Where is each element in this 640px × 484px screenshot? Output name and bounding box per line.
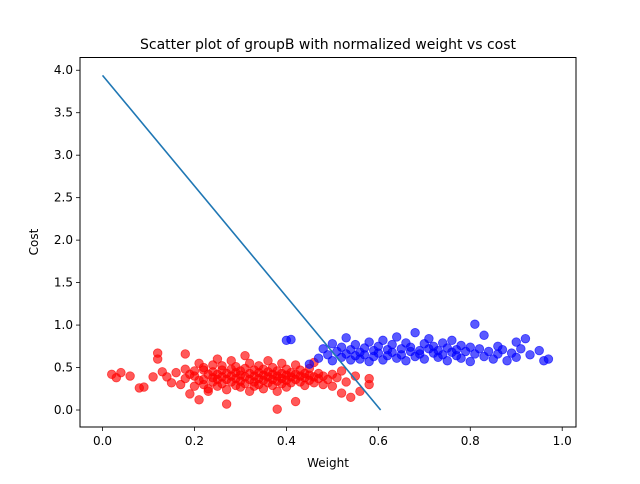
data-point-series-2-2: [286, 334, 296, 345]
data-point-series-1-131: [341, 377, 351, 387]
x-tick-label-3: 0.6: [369, 434, 388, 448]
data-point-series-2-47: [419, 354, 430, 364]
data-point-series-1-29: [198, 362, 209, 373]
data-point-series-1-44: [217, 361, 227, 371]
points-layer: [107, 319, 554, 414]
x-axis: 0.0 0.2 0.4 0.6 0.8 1.0: [93, 427, 572, 448]
data-point-series-1-12: [166, 378, 177, 388]
data-point-series-2-86: [543, 354, 554, 364]
data-point-series-1-129: [336, 388, 347, 398]
data-point-series-2-81: [516, 344, 526, 354]
data-point-series-1-107: [290, 396, 301, 407]
data-point-series-2-68: [470, 319, 480, 329]
data-point-series-2-82: [520, 333, 531, 344]
data-point-series-2-80: [511, 352, 521, 363]
data-point-series-2-22: [364, 337, 374, 347]
y-tick-label-0: 0.0: [54, 403, 73, 417]
data-point-series-1-127: [327, 381, 338, 391]
data-point-series-2-41: [405, 342, 416, 352]
data-point-series-1-13: [171, 367, 181, 378]
data-point-series-1-39: [212, 354, 223, 364]
data-point-series-1-18: [185, 389, 195, 399]
data-point-series-1-68: [244, 358, 255, 368]
data-point-series-2-65: [465, 342, 475, 352]
y-tick-label-4: 2.0: [54, 233, 73, 247]
data-point-series-2-49: [424, 333, 434, 344]
data-point-series-1-93: [272, 386, 282, 397]
data-point-series-2-83: [525, 350, 535, 360]
data-point-series-2-43: [410, 328, 420, 338]
data-point-series-2-76: [497, 345, 508, 355]
data-point-series-2-29: [378, 335, 388, 346]
data-point-series-1-130: [336, 366, 347, 376]
line-layer: [101, 74, 382, 411]
y-tick-label-6: 3.0: [54, 148, 73, 162]
x-tick-label-1: 0.2: [185, 434, 204, 448]
data-point-series-1-4: [125, 371, 135, 381]
data-point-series-1-48: [221, 399, 232, 409]
chart-title: Scatter plot of groupB with normalized w…: [140, 37, 517, 53]
data-point-series-2-27: [373, 348, 384, 358]
data-point-series-1-92: [272, 404, 282, 414]
data-point-series-2-21: [359, 350, 370, 360]
data-point-series-1-128: [332, 373, 342, 383]
data-point-series-2-57: [442, 356, 452, 366]
data-point-series-2-72: [483, 346, 494, 357]
decision-line: [101, 74, 382, 411]
data-point-series-2-7: [327, 356, 338, 366]
data-point-series-1-136: [364, 379, 374, 390]
data-point-series-1-132: [346, 392, 356, 402]
y-tick-label-8: 4.0: [54, 63, 73, 77]
data-point-series-2-69: [474, 344, 485, 354]
y-axis: 0.0 0.5 1.0 1.5 2.0 2.5 3.0 3.5 4.0: [54, 63, 80, 417]
y-tick-label-3: 1.5: [54, 276, 73, 290]
x-tick-label-5: 1.0: [553, 434, 572, 448]
plot-frame: [79, 57, 577, 428]
data-point-series-2-3: [304, 359, 315, 369]
data-point-series-1-7: [148, 372, 158, 382]
data-point-series-1-32: [203, 386, 213, 397]
data-point-series-2-8: [327, 339, 338, 349]
data-point-series-2-35: [392, 332, 402, 342]
y-tick-label-1: 0.5: [54, 361, 73, 375]
y-axis-label: Cost: [27, 228, 41, 255]
data-point-series-1-17: [180, 349, 190, 359]
data-point-series-2-66: [465, 356, 475, 367]
data-point-series-1-3: [116, 367, 126, 378]
data-point-series-2-79: [511, 337, 521, 347]
data-point-series-2-39: [401, 356, 411, 366]
y-tick-label-7: 3.5: [54, 106, 73, 120]
data-point-series-1-45: [221, 384, 232, 395]
x-tick-label-0: 0.0: [93, 434, 112, 448]
x-axis-label: Weight: [307, 456, 349, 470]
data-point-series-2-77: [502, 356, 512, 366]
data-point-series-2-11: [336, 342, 347, 352]
data-point-series-2-4: [313, 353, 324, 363]
x-tick-label-4: 0.8: [461, 434, 480, 448]
data-point-series-2-13: [341, 333, 351, 343]
data-point-series-1-23: [194, 395, 204, 405]
data-point-series-2-59: [447, 335, 457, 346]
data-point-series-2-17: [350, 339, 361, 350]
data-point-series-1-6: [139, 382, 149, 392]
y-tick-label-5: 2.5: [54, 191, 73, 205]
data-point-series-1-9: [152, 354, 163, 364]
data-point-series-1-64: [240, 350, 250, 361]
y-tick-label-2: 1.0: [54, 318, 73, 332]
data-point-series-2-63: [456, 353, 466, 363]
data-point-series-2-84: [534, 345, 544, 356]
data-point-series-2-71: [479, 330, 489, 340]
x-tick-label-2: 0.4: [277, 434, 296, 448]
data-point-series-1-84: [263, 356, 273, 366]
